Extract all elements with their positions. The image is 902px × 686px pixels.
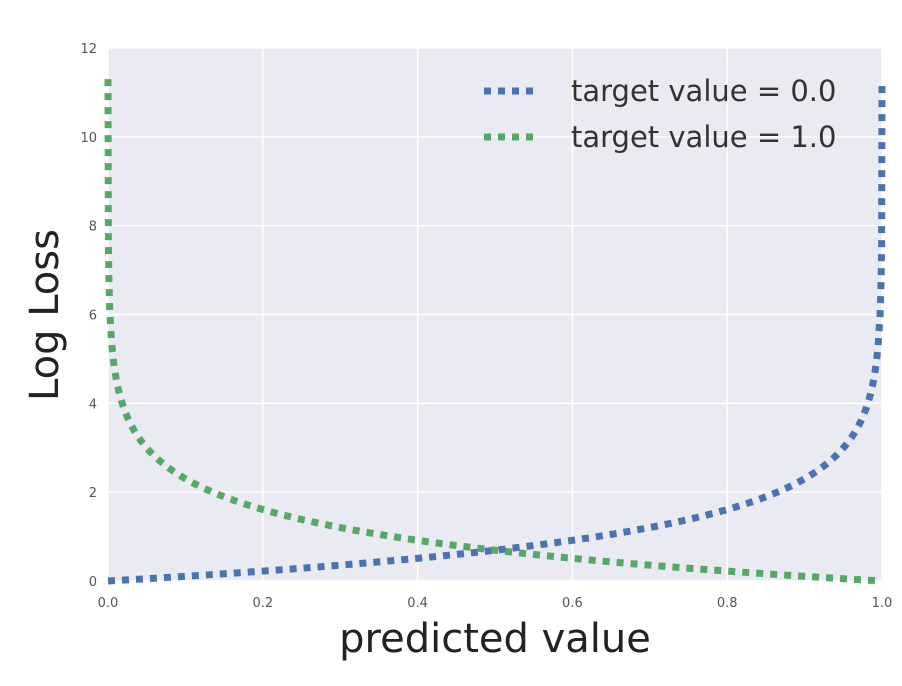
y-tick-label: 2: [89, 486, 97, 501]
y-tick-label: 10: [80, 131, 97, 146]
y-axis-title: Log Loss: [22, 229, 68, 401]
x-axis-title: predicted value: [339, 616, 651, 662]
x-tick-label: 1.0: [872, 596, 893, 611]
y-tick-label: 12: [80, 42, 97, 57]
x-tick-label: 0.8: [717, 596, 738, 611]
series-lines: [104, 79, 886, 585]
grid-lines: [107, 47, 883, 582]
series-line-target-0: [107, 79, 886, 585]
x-tick-label: 0.4: [407, 596, 428, 611]
x-tick-label: 0.2: [252, 596, 273, 611]
x-tick-label: 0.0: [98, 596, 119, 611]
series-line-target-1: [104, 79, 883, 585]
tick-labels: 0.0 0.2 0.4 0.6 0.8 1.0 0 2 4 6 8 10 12: [80, 42, 892, 611]
legend: target value = 0.0 target value = 1.0: [484, 74, 836, 154]
y-tick-label: 0: [89, 575, 97, 590]
x-tick-label: 0.6: [562, 596, 583, 611]
legend-label-target-0: target value = 0.0: [571, 74, 836, 108]
y-tick-label: 4: [89, 397, 97, 412]
y-tick-label: 8: [89, 220, 97, 235]
legend-label-target-1: target value = 1.0: [571, 120, 836, 154]
y-tick-label: 6: [89, 309, 97, 324]
